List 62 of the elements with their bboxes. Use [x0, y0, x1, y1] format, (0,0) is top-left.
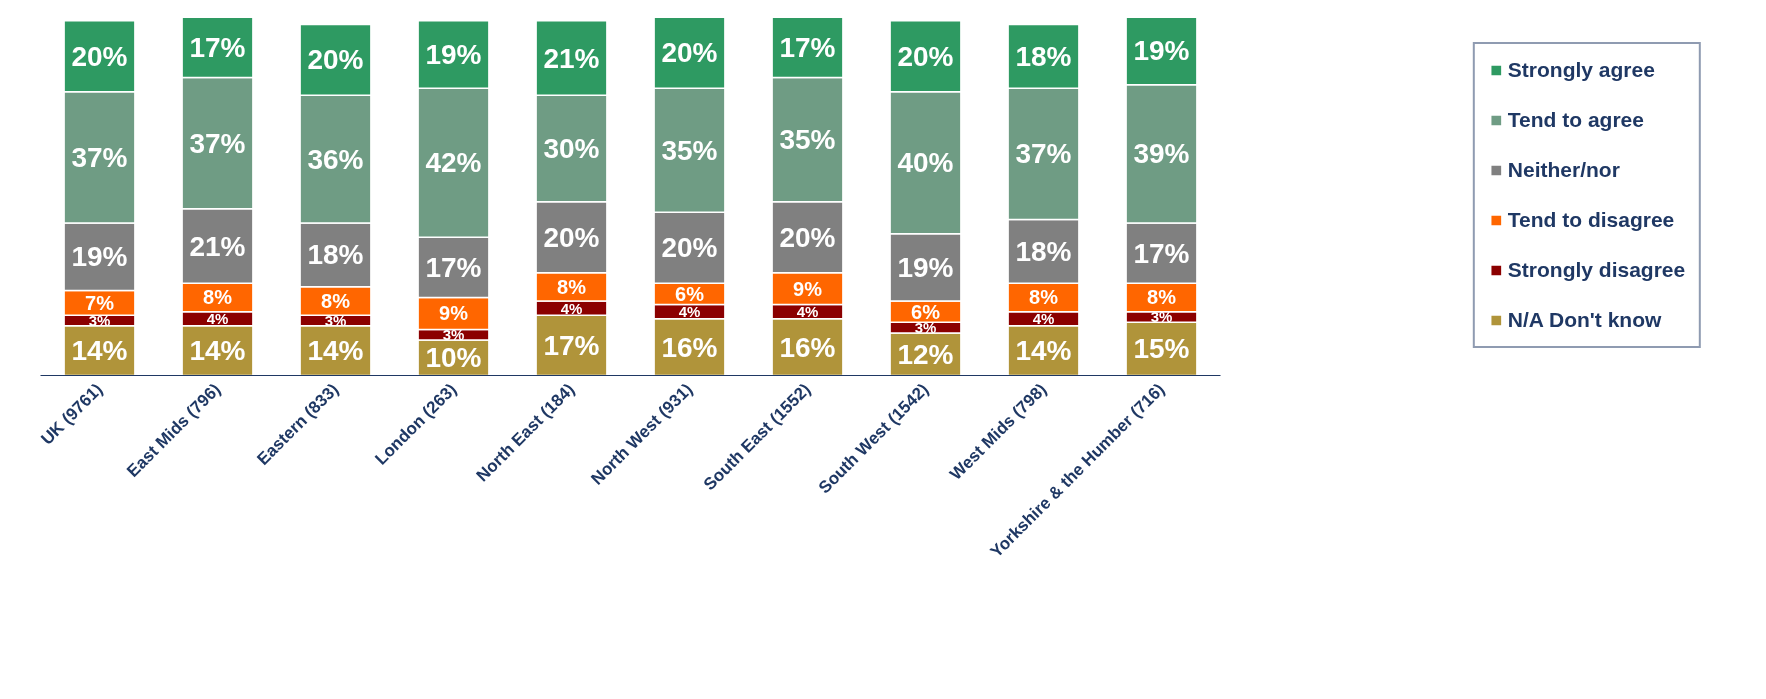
data-label: 4% — [560, 299, 583, 317]
data-label: 40% — [897, 147, 954, 179]
data-label: 9% — [439, 302, 469, 325]
data-label: 10% — [425, 342, 482, 374]
data-label: 14% — [1015, 335, 1072, 367]
data-label: 8% — [1147, 286, 1177, 309]
data-label: 14% — [307, 335, 364, 367]
data-label: 3% — [442, 326, 465, 344]
data-label: 21% — [543, 42, 600, 74]
data-label: 37% — [1015, 138, 1072, 170]
data-label: 20% — [307, 44, 364, 76]
legend-label: Tend to disagree — [1507, 208, 1675, 232]
legend-label: Tend to agree — [1507, 108, 1644, 132]
data-label: 9% — [793, 277, 823, 300]
data-label: 36% — [307, 143, 364, 175]
data-label: 15% — [1133, 333, 1190, 365]
data-label: 4% — [678, 303, 701, 321]
data-label: 20% — [779, 221, 836, 253]
data-label: 42% — [425, 147, 482, 179]
data-label: 17% — [543, 329, 600, 361]
data-label: 16% — [661, 331, 718, 363]
data-label: 35% — [779, 124, 836, 156]
data-label: 39% — [1133, 138, 1190, 170]
data-label: 8% — [321, 290, 351, 313]
legend-label: Neither/nor — [1507, 158, 1620, 182]
data-label: 7% — [85, 291, 115, 314]
data-label: 18% — [307, 239, 364, 271]
data-label: 4% — [1032, 310, 1055, 328]
data-label: 4% — [796, 303, 819, 321]
data-label: 19% — [71, 241, 128, 273]
data-label: 12% — [897, 338, 954, 370]
data-label: 35% — [661, 134, 718, 166]
data-label: 19% — [425, 39, 482, 71]
data-label: 3% — [1150, 308, 1173, 326]
data-label: 20% — [661, 37, 718, 69]
data-label: 20% — [71, 40, 128, 72]
data-label: 37% — [189, 127, 246, 159]
data-label: 14% — [189, 335, 246, 367]
data-label: 17% — [779, 31, 836, 63]
data-label: 37% — [71, 141, 128, 173]
data-label: 20% — [543, 221, 600, 253]
data-label: 20% — [897, 40, 954, 72]
legend-label: Strongly disagree — [1507, 258, 1686, 282]
data-label: 17% — [189, 31, 246, 63]
legend-label: Strongly agree — [1507, 58, 1655, 82]
data-label: 20% — [661, 232, 718, 264]
data-label: 8% — [1029, 286, 1059, 309]
data-label: 4% — [206, 310, 229, 328]
data-label: 18% — [1015, 40, 1072, 72]
data-label: 8% — [203, 286, 233, 309]
data-label: 14% — [71, 335, 128, 367]
data-label: 6% — [675, 282, 705, 305]
data-label: 19% — [897, 251, 954, 283]
data-label: 30% — [543, 133, 600, 165]
data-label: 18% — [1015, 235, 1072, 267]
legend-label: N/A Don't know — [1507, 308, 1662, 332]
data-label: 8% — [557, 275, 587, 298]
data-label: 21% — [189, 230, 246, 262]
data-label: 16% — [779, 331, 836, 363]
data-label: 17% — [425, 251, 482, 283]
data-label: 17% — [1133, 237, 1190, 269]
data-label: 19% — [1133, 35, 1190, 67]
